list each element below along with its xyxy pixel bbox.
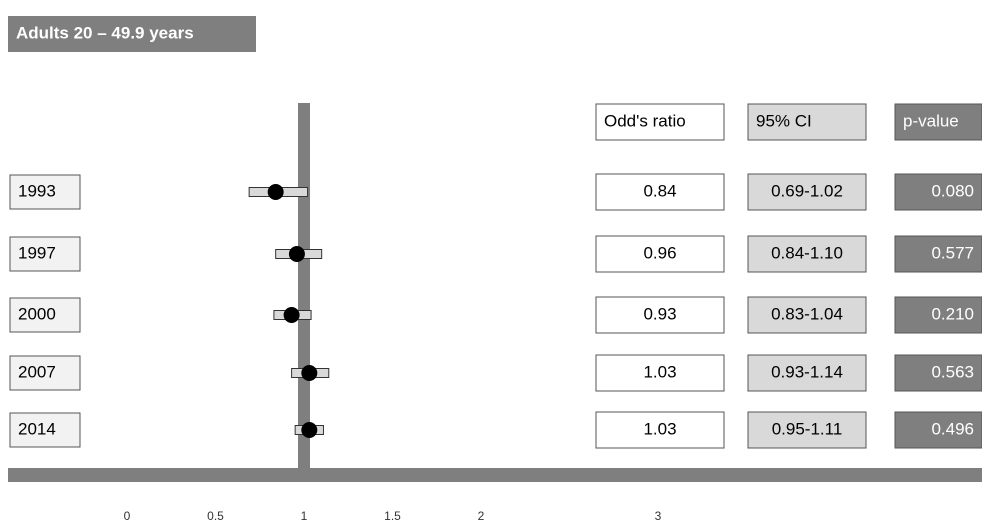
category-label: 2014 — [18, 419, 56, 438]
point-estimate — [301, 422, 318, 438]
cell-box — [747, 354, 867, 392]
cell-value: 0.96 — [643, 243, 676, 262]
reference-line — [298, 103, 310, 468]
point-estimate — [283, 307, 300, 323]
cell-box — [595, 354, 725, 392]
point-estimate — [288, 246, 305, 262]
column-header: p-value — [903, 111, 959, 130]
cell-value: 0.577 — [931, 243, 974, 262]
cell-value: 0.84 — [643, 181, 676, 200]
cell-box — [595, 173, 725, 211]
x-tick-label: 1.5 — [384, 509, 401, 522]
cell-box — [747, 411, 867, 449]
category-label: 1993 — [18, 181, 56, 200]
x-tick-label: 1 — [301, 509, 308, 522]
category-label: 2000 — [18, 304, 56, 323]
cell-box — [595, 235, 725, 273]
cell-value: 0.496 — [931, 419, 974, 438]
point-estimate — [301, 365, 318, 381]
header-box — [747, 103, 867, 141]
category-box — [9, 236, 81, 272]
cell-value: 0.95-1.11 — [772, 419, 843, 438]
cell-box — [595, 411, 725, 449]
title-box — [8, 16, 256, 52]
x-tick-label: 3 — [655, 509, 662, 522]
x-tick-label: 0.5 — [207, 509, 224, 522]
cell-value: 0.69-1.02 — [771, 181, 843, 200]
cell-box — [894, 173, 982, 211]
category-box — [9, 412, 81, 448]
category-label: 2007 — [18, 362, 56, 381]
category-box — [9, 174, 81, 210]
axis-bar — [8, 468, 982, 482]
category-label: 1997 — [18, 243, 56, 262]
x-tick-label: 0 — [124, 509, 131, 522]
column-header: 95% CI — [756, 111, 812, 130]
x-tick-label: 2 — [478, 509, 485, 522]
cell-value: 0.080 — [931, 181, 974, 200]
cell-value: 0.84-1.10 — [771, 243, 843, 262]
cell-value: 1.03 — [643, 419, 676, 438]
cell-value: 0.93-1.14 — [771, 362, 843, 381]
cell-box — [894, 354, 982, 392]
column-header: Odd's ratio — [604, 111, 686, 130]
cell-value: 0.83-1.04 — [771, 304, 843, 323]
cell-box — [894, 411, 982, 449]
header-box — [894, 103, 982, 141]
cell-box — [747, 235, 867, 273]
cell-box — [894, 296, 982, 334]
cell-value: 0.563 — [931, 362, 974, 381]
header-box — [595, 103, 725, 141]
cell-value: 1.03 — [643, 362, 676, 381]
cell-box — [747, 173, 867, 211]
cell-box — [595, 296, 725, 334]
category-box — [9, 355, 81, 391]
chart-title: Adults 20 – 49.9 years — [16, 23, 194, 42]
cell-box — [894, 235, 982, 273]
point-estimate — [267, 184, 284, 200]
cell-value: 0.93 — [643, 304, 676, 323]
category-box — [9, 297, 81, 333]
cell-value: 0.210 — [931, 304, 974, 323]
cell-box — [747, 296, 867, 334]
